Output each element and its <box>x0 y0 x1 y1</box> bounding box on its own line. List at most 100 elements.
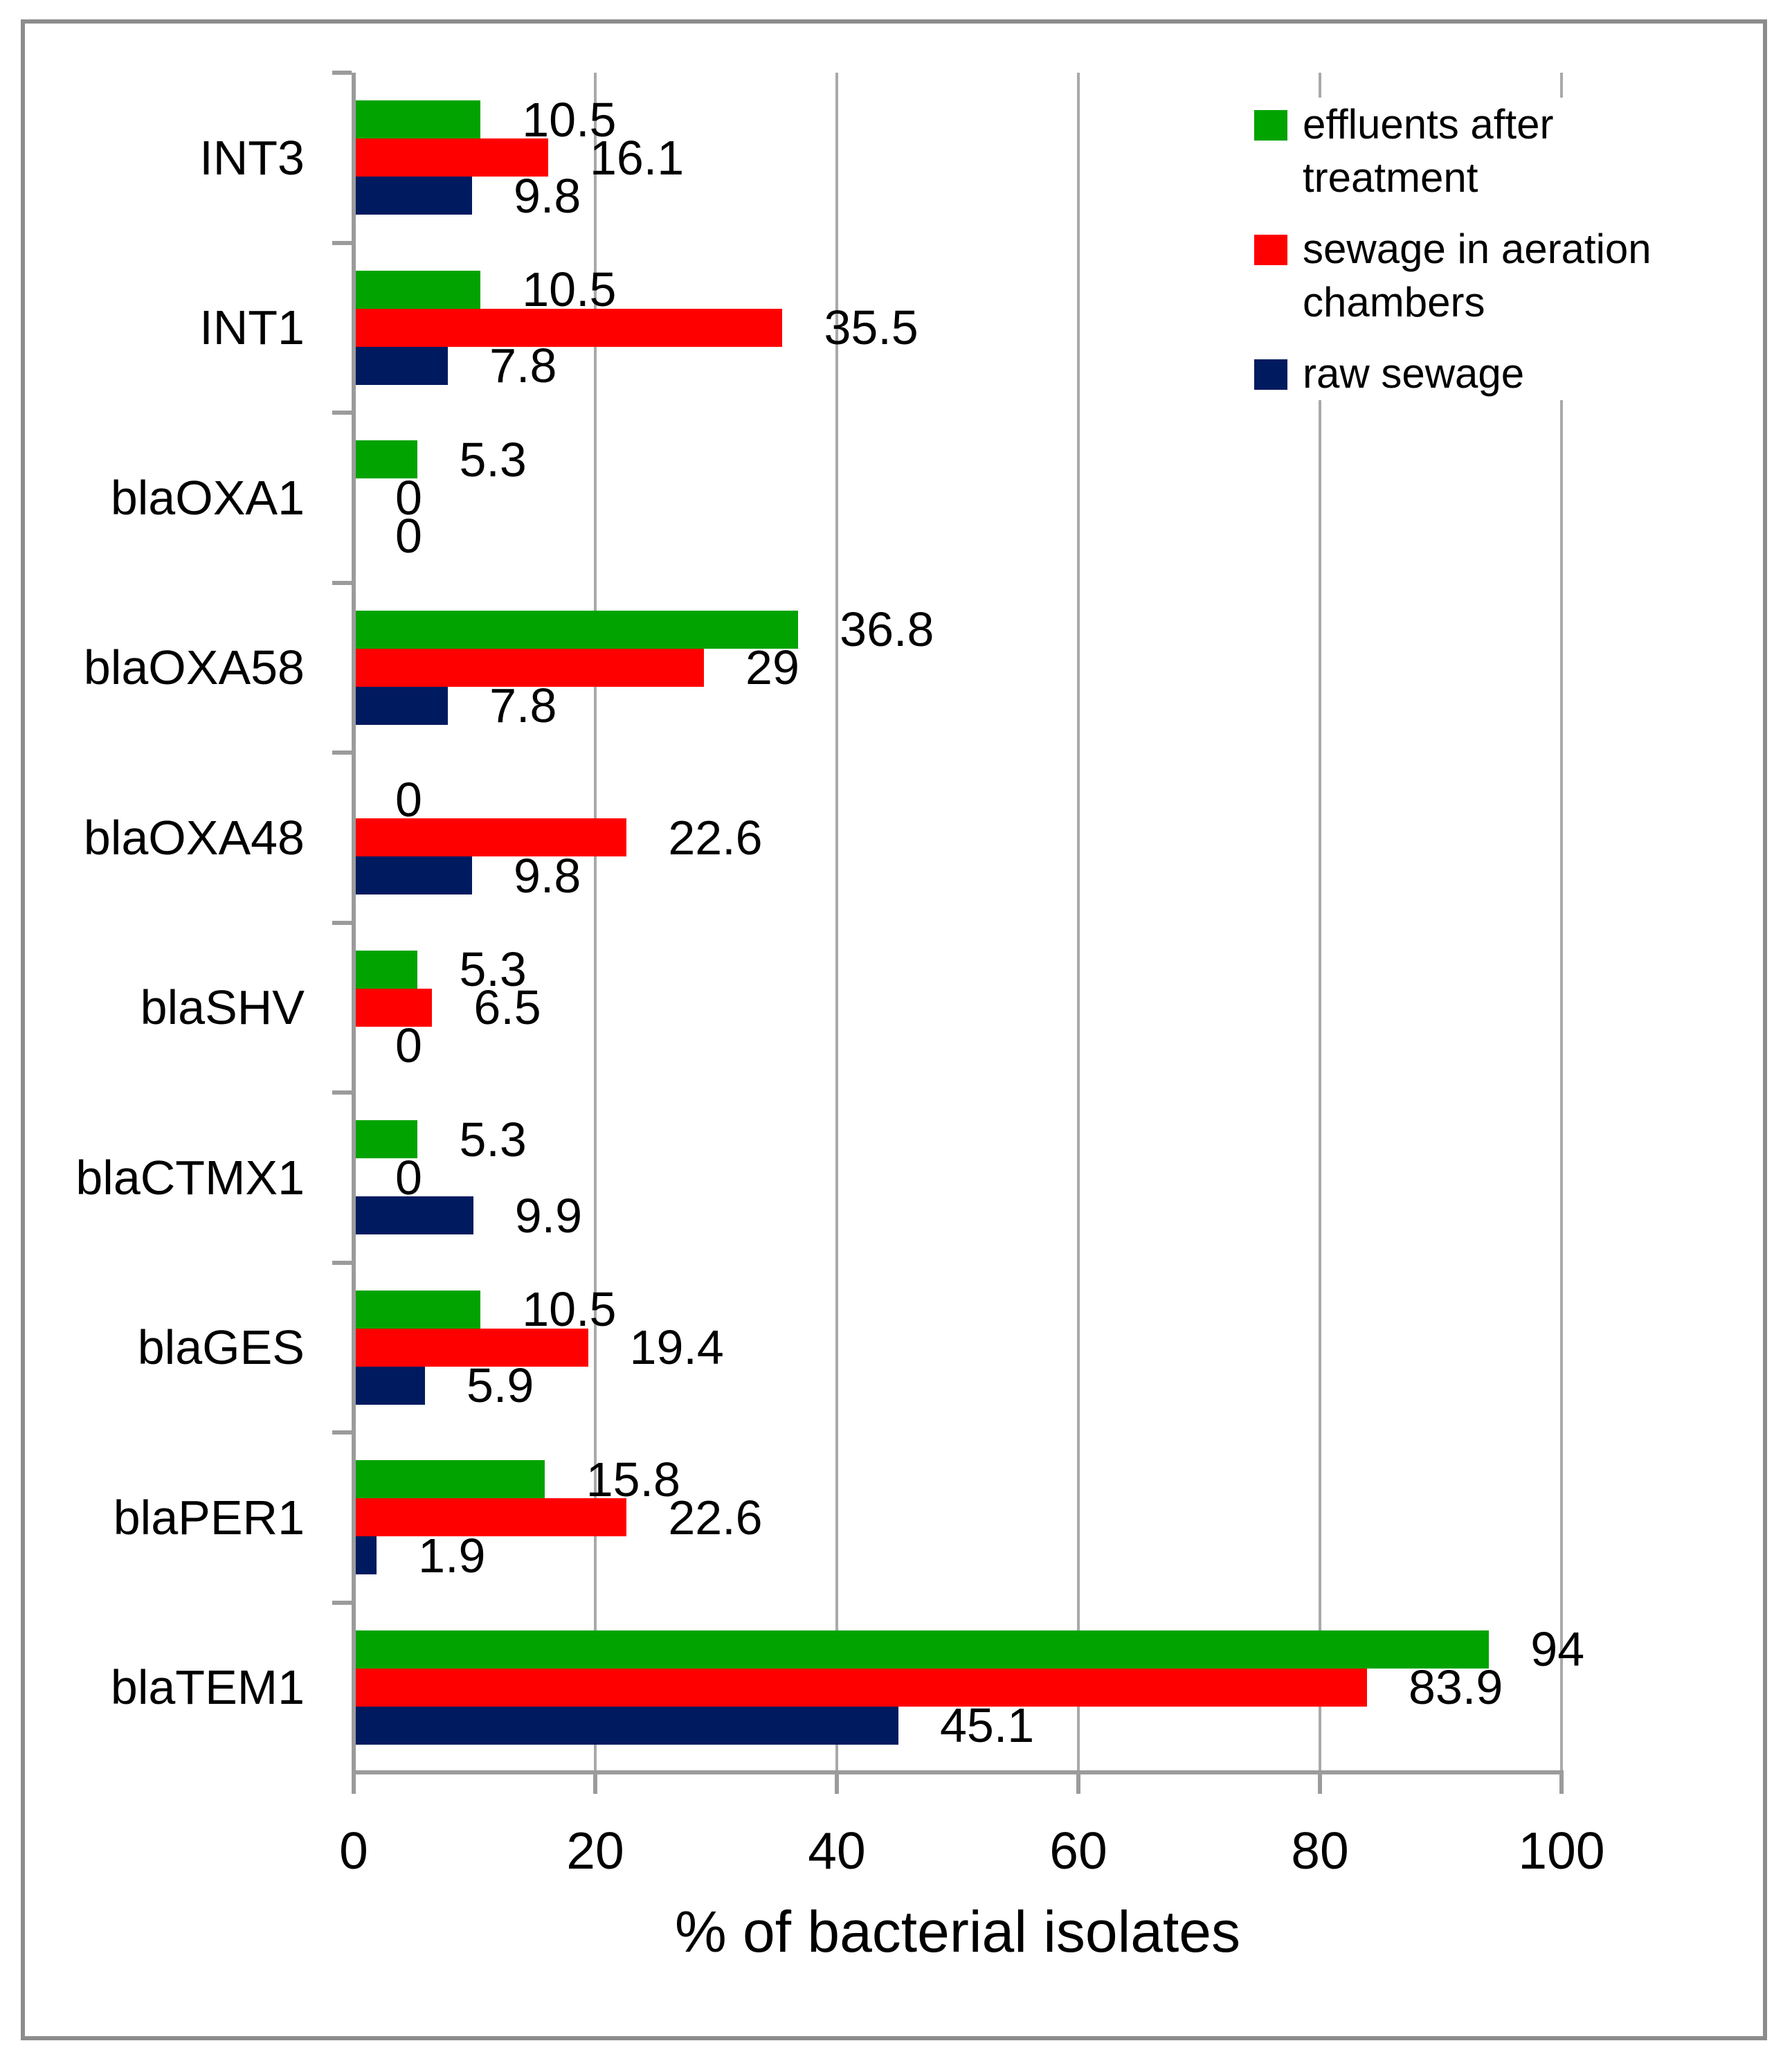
bar <box>356 100 481 138</box>
x-tick-label: 0 <box>339 1822 368 1880</box>
bar <box>356 988 433 1027</box>
bar-value-label: 0 <box>395 470 422 525</box>
y-axis-tick <box>332 580 352 585</box>
category-label: blaPER1 <box>113 1490 305 1545</box>
bar <box>356 1196 473 1234</box>
bar-value-label: 36.8 <box>840 602 934 656</box>
legend-item: raw sewage <box>1254 347 1669 400</box>
category-label: blaOXA58 <box>83 640 305 695</box>
bar-value-label: 5.9 <box>466 1358 534 1412</box>
bar <box>356 1668 1368 1707</box>
legend-item: effluents after treatment <box>1254 98 1669 204</box>
bar-value-label: 22.6 <box>668 810 763 865</box>
gridline <box>1077 73 1080 1772</box>
bar <box>356 1498 627 1536</box>
bar <box>356 177 472 215</box>
bar-value-label: 7.8 <box>489 678 557 732</box>
bar-value-label: 7.8 <box>489 339 557 393</box>
bar <box>356 1366 425 1405</box>
gridline <box>594 73 597 1772</box>
bar-value-label: 5.3 <box>459 432 527 487</box>
category-label: blaCTMX1 <box>75 1150 305 1205</box>
y-axis-tick <box>332 920 352 925</box>
bar <box>356 610 799 649</box>
bar-value-label: 10.5 <box>522 92 617 147</box>
bar-value-label: 94 <box>1530 1622 1585 1676</box>
category-label: blaOXA48 <box>83 810 305 865</box>
bar-value-label: 29 <box>745 640 799 694</box>
x-axis-tick <box>835 1774 839 1794</box>
x-axis-tick <box>1318 1774 1322 1794</box>
gridline <box>835 73 838 1772</box>
bar-value-label: 19.4 <box>629 1320 724 1374</box>
bar <box>356 346 449 385</box>
x-tick-label: 80 <box>1291 1822 1349 1880</box>
legend-item: sewage in aeration chambers <box>1254 222 1669 329</box>
category-label: INT3 <box>199 130 305 185</box>
y-axis-tick <box>332 1090 352 1095</box>
bar <box>356 308 783 347</box>
y-axis-tick <box>332 1430 352 1435</box>
x-axis-tick <box>1076 1774 1080 1794</box>
x-tick-label: 20 <box>566 1822 624 1880</box>
bar <box>356 1290 481 1329</box>
bar <box>356 138 548 177</box>
bar <box>356 1630 1490 1669</box>
bar-value-label: 6.5 <box>473 980 541 1034</box>
bar-value-label: 5.3 <box>459 942 527 996</box>
gridline <box>1319 73 1321 1772</box>
gridline <box>1560 73 1563 1772</box>
bar-value-label: 15.8 <box>586 1452 680 1507</box>
bar <box>356 648 705 687</box>
bar <box>356 1706 898 1745</box>
bar-value-label: 45.1 <box>939 1698 1035 1752</box>
bar <box>356 1460 545 1498</box>
y-axis-tick <box>332 1260 352 1265</box>
y-axis-tick <box>332 1600 352 1605</box>
x-axis-title: % of bacterial isolates <box>674 1899 1241 1964</box>
legend-label: sewage in aeration chambers <box>1303 226 1651 325</box>
y-axis-tick <box>332 411 352 415</box>
category-label: blaTEM1 <box>110 1660 305 1715</box>
bar-value-label: 0 <box>395 1018 422 1072</box>
legend-swatch <box>1254 110 1287 141</box>
bar <box>356 686 449 725</box>
y-axis-tick <box>332 240 352 245</box>
category-label: blaGES <box>137 1320 305 1375</box>
legend-label: effluents after treatment <box>1303 101 1554 201</box>
y-axis-tick <box>332 71 352 75</box>
category-label: blaOXA1 <box>110 470 305 525</box>
legend: effluents after treatment sewage in aerat… <box>1254 98 1683 400</box>
bar-value-label: 9.8 <box>514 848 581 903</box>
x-axis-line <box>352 1770 1564 1774</box>
x-axis-tick <box>1559 1774 1564 1794</box>
legend-swatch <box>1254 359 1287 390</box>
x-axis-tick <box>352 1774 356 1794</box>
bar <box>356 950 418 989</box>
x-tick-label: 60 <box>1049 1822 1107 1880</box>
bar-value-label: 10.5 <box>522 262 617 316</box>
bar-value-label: 0 <box>395 508 422 563</box>
category-label: INT1 <box>199 300 305 355</box>
category-label: blaSHV <box>140 980 305 1035</box>
x-axis-tick <box>593 1774 597 1794</box>
y-axis-line <box>352 73 356 1777</box>
y-axis-tick <box>332 750 352 755</box>
bar-value-label: 5.3 <box>459 1112 527 1167</box>
x-tick-label: 100 <box>1518 1822 1605 1880</box>
bar-value-label: 22.6 <box>668 1490 763 1545</box>
bar-value-label: 0 <box>395 772 422 827</box>
bar-value-label: 10.5 <box>522 1282 617 1336</box>
bar-value-label: 35.5 <box>824 300 918 354</box>
legend-swatch <box>1254 235 1287 265</box>
bar-value-label: 1.9 <box>418 1528 486 1583</box>
bar-value-label: 83.9 <box>1409 1660 1503 1714</box>
x-tick-label: 40 <box>808 1822 866 1880</box>
bar <box>356 1120 418 1158</box>
bar <box>356 1328 588 1367</box>
